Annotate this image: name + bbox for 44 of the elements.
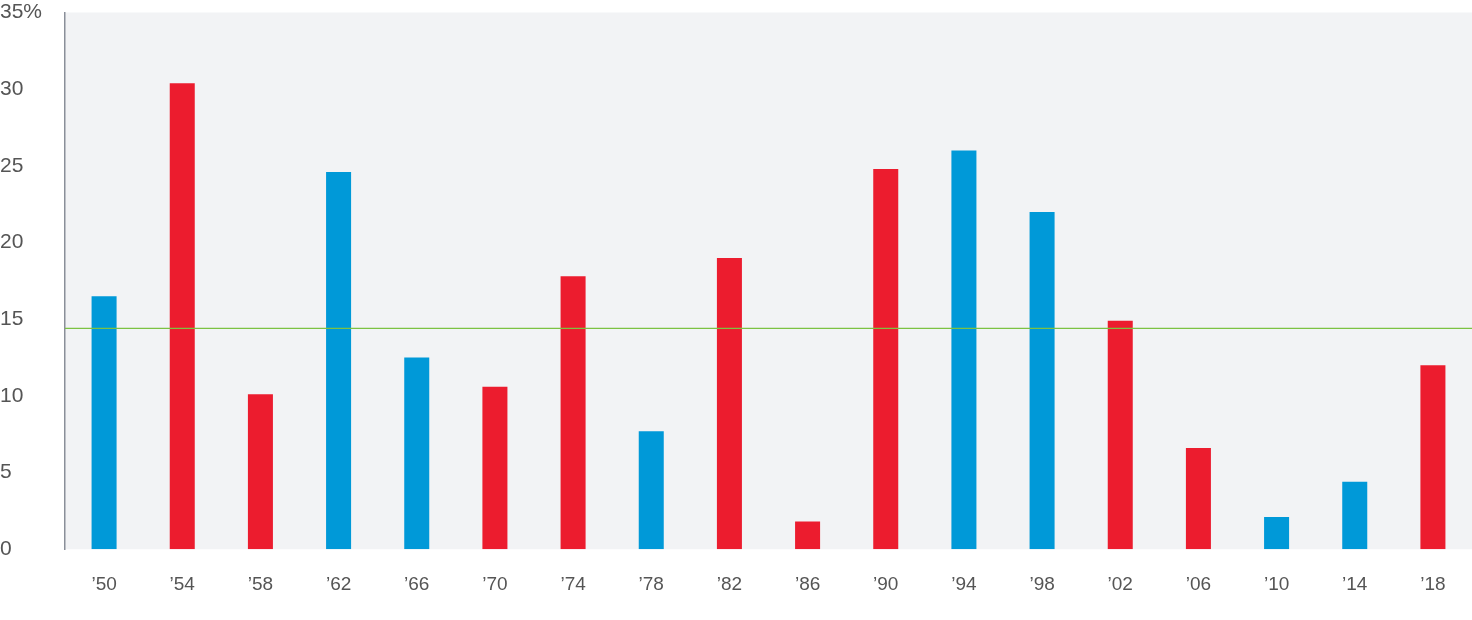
bar [247, 394, 273, 550]
x-tick-label: ’14 [1342, 572, 1368, 594]
x-tick-label: ’50 [91, 572, 117, 594]
bar [1420, 365, 1446, 550]
x-tick-label: ’10 [1263, 572, 1290, 594]
y-tick-label: 15 [0, 306, 24, 330]
y-tick-label: 25 [0, 152, 24, 176]
x-tick-label: ’78 [638, 572, 664, 594]
x-tick-label: ’06 [1185, 572, 1212, 594]
bar [1029, 211, 1055, 550]
x-tick-label: ’94 [951, 572, 978, 594]
bar [326, 172, 352, 550]
bar [795, 521, 821, 550]
x-tick-label: ’98 [1029, 572, 1055, 594]
x-tick-label: ’66 [404, 572, 430, 594]
x-tick-label: ’90 [873, 572, 899, 594]
bar [716, 257, 742, 550]
x-tick-label: ’74 [560, 572, 587, 594]
bar [560, 276, 586, 550]
bar [482, 386, 508, 550]
y-tick-label: 20 [0, 229, 24, 253]
bar [638, 431, 664, 550]
bar [169, 83, 195, 550]
x-tick-label: ’86 [794, 572, 821, 594]
y-tick-label: 35% [0, 0, 43, 23]
bar [873, 168, 899, 550]
bar [1342, 481, 1368, 550]
x-tick-label: ’54 [169, 572, 196, 594]
bar [1264, 517, 1290, 550]
x-tick-label: ’62 [325, 572, 352, 594]
y-tick-label: 5 [0, 459, 12, 483]
y-tick-label: 10 [0, 382, 24, 406]
bar [1107, 320, 1133, 550]
y-tick-label: 30 [0, 76, 24, 100]
bar [1185, 448, 1211, 550]
y-tick-label: 0 [0, 536, 12, 559]
x-tick-label: ’02 [1107, 572, 1133, 594]
bar [951, 150, 977, 550]
x-tick-label: ’70 [482, 572, 508, 594]
bar [404, 357, 430, 550]
x-tick-label: ’82 [716, 572, 743, 594]
bar [91, 296, 117, 550]
x-tick-label: ’18 [1420, 572, 1446, 594]
x-tick-label: ’58 [247, 572, 274, 594]
